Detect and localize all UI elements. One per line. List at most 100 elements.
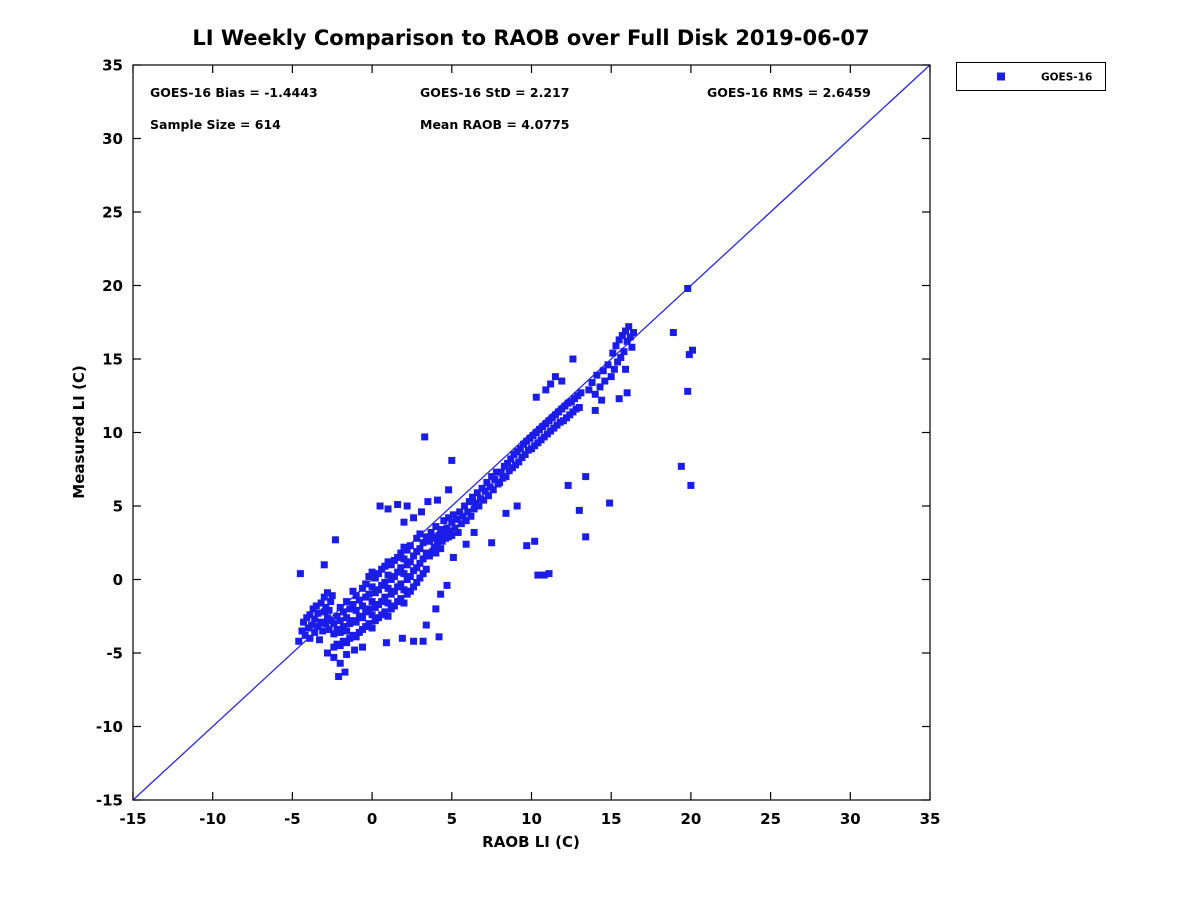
- scatter-point: [330, 653, 338, 661]
- annotation-bias: GOES-16 Bias = -1.4443: [150, 85, 318, 100]
- scatter-point: [591, 390, 599, 398]
- scatter-point: [622, 327, 630, 335]
- scatter-point: [582, 533, 590, 541]
- scatter-point: [390, 587, 398, 595]
- scatter-point: [301, 631, 309, 639]
- scatter-point: [416, 559, 424, 567]
- scatter-point: [298, 627, 306, 635]
- scatter-point: [296, 570, 304, 578]
- scatter-point: [368, 568, 376, 576]
- scatter-point: [610, 365, 618, 373]
- scatter-point: [295, 637, 303, 645]
- scatter-point: [545, 570, 553, 578]
- scatter-point: [462, 517, 470, 525]
- scatter-point: [359, 584, 367, 592]
- scatter-point: [333, 612, 341, 620]
- scatter-point: [384, 599, 392, 607]
- y-tick-label: 25: [102, 204, 123, 222]
- scatter-point: [390, 602, 398, 610]
- scatter-point: [306, 634, 314, 642]
- scatter-point: [618, 331, 626, 339]
- scatter-point: [542, 386, 550, 394]
- y-ticks: -15 -10 -5 0 5 10 15 20 25 30 35: [96, 57, 930, 810]
- scatter-point: [400, 555, 408, 563]
- scatter-point: [623, 337, 631, 345]
- scatter-point: [604, 361, 612, 369]
- scatter-point: [400, 586, 408, 594]
- scatter-point: [410, 583, 418, 591]
- scatter-point: [352, 618, 360, 626]
- scatter-point: [349, 600, 357, 608]
- scatter-point: [467, 512, 475, 520]
- scatter-point: [598, 396, 606, 404]
- scatter-point: [453, 515, 461, 523]
- scatter-point: [381, 593, 389, 601]
- scatter-point: [609, 349, 617, 357]
- scatter-point: [443, 581, 451, 589]
- x-tick-label: -5: [284, 810, 301, 828]
- scatter-point: [575, 404, 583, 412]
- scatter-point: [336, 628, 344, 636]
- scatter-point: [615, 395, 623, 403]
- scatter-point: [314, 623, 322, 631]
- scatter-point: [456, 508, 464, 516]
- x-axis-label: RAOB LI (C): [482, 833, 580, 851]
- scatter-point: [445, 486, 453, 494]
- scatter-point: [346, 605, 354, 613]
- scatter-point: [359, 643, 367, 651]
- scatter-point: [448, 531, 456, 539]
- scatter-point: [343, 627, 351, 635]
- scatter-point: [397, 564, 405, 572]
- scatter-point: [547, 380, 555, 388]
- scatter-point: [312, 602, 320, 610]
- scatter-point: [323, 649, 331, 657]
- scatter-point: [623, 389, 631, 397]
- scatter-point: [492, 468, 500, 476]
- scatter-point: [617, 354, 625, 362]
- scatter-point: [406, 587, 414, 595]
- scatter-point: [497, 468, 505, 476]
- annotation-std: GOES-16 StD = 2.217: [420, 85, 569, 100]
- scatter-point: [314, 609, 322, 617]
- scatter-point: [684, 284, 692, 292]
- scatter-point: [422, 565, 430, 573]
- scatter-point: [400, 570, 408, 578]
- scatter-point: [588, 379, 596, 387]
- scatter-point: [403, 546, 411, 554]
- x-tick-label: 5: [447, 810, 457, 828]
- x-tick-label: 25: [760, 810, 781, 828]
- scatter-point: [378, 598, 386, 606]
- legend-label: GOES-16: [1041, 72, 1092, 84]
- scatter-point: [406, 573, 414, 581]
- scatter-point: [315, 636, 323, 644]
- scatter-point: [462, 540, 470, 548]
- scatter-point: [612, 342, 620, 350]
- x-ticks: -15 -10 -5 0 5 10 15 20 25 30 35: [119, 65, 940, 828]
- annotation-rms: GOES-16 RMS = 2.6459: [707, 85, 871, 100]
- y-tick-label: -15: [96, 792, 123, 810]
- scatter-point: [336, 642, 344, 650]
- scatter-point: [422, 621, 430, 629]
- scatter-point: [596, 383, 604, 391]
- scatter-point: [398, 634, 406, 642]
- scatter-point: [336, 603, 344, 611]
- scatter-point: [425, 537, 433, 545]
- scatter-point: [336, 617, 344, 625]
- scatter-point: [630, 329, 638, 337]
- scatter-point: [365, 620, 373, 628]
- x-tick-label: 20: [680, 810, 701, 828]
- scatter-point: [481, 487, 489, 495]
- scatter-point: [352, 606, 360, 614]
- scatter-point: [440, 530, 448, 538]
- scatter-point: [532, 393, 540, 401]
- scatter-point: [394, 553, 402, 561]
- scatter-point: [359, 602, 367, 610]
- scatter-point: [419, 555, 427, 563]
- scatter-point: [688, 346, 696, 354]
- scatter-point: [437, 526, 445, 534]
- scatter-point: [406, 558, 414, 566]
- scatter-point: [319, 627, 327, 635]
- scatter-point: [325, 625, 333, 633]
- scatter-point: [685, 351, 693, 359]
